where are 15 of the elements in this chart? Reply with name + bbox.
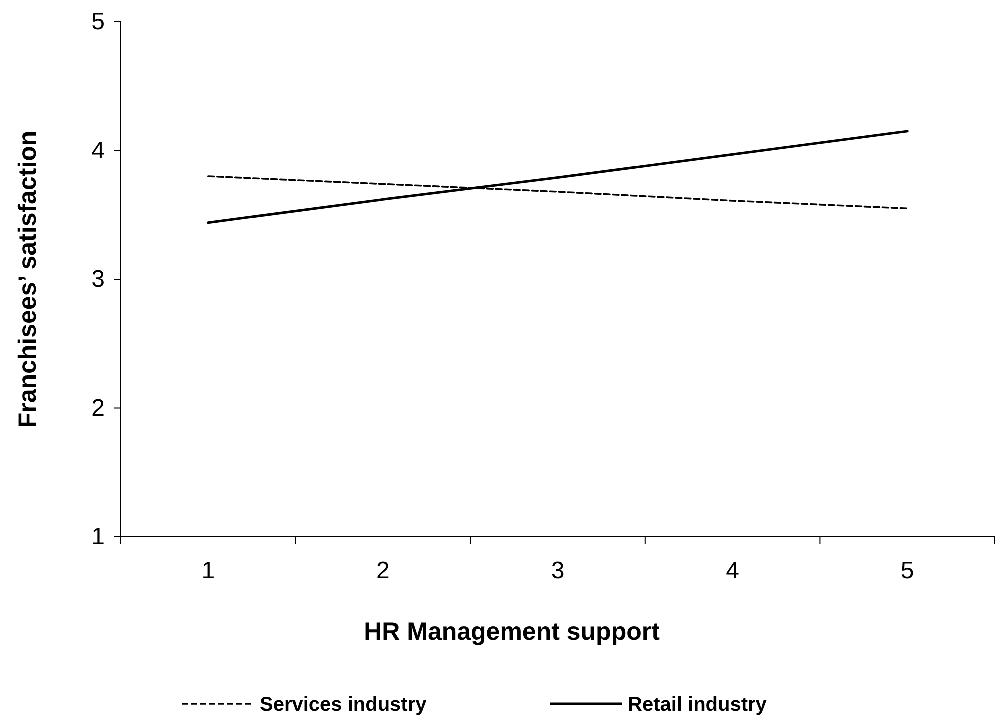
y-axis-title: Franchisees’ satisfaction <box>14 130 42 428</box>
x-tick-label: 4 <box>726 557 740 584</box>
line-series <box>207 130 909 224</box>
x-axis-title: HR Management support <box>364 618 661 646</box>
x-tick-label: 5 <box>900 557 914 584</box>
x-tick-label: 1 <box>202 557 216 584</box>
legend-label: Services industry <box>260 694 428 716</box>
y-tick-label: 4 <box>92 137 105 164</box>
legend-label: Retail industry <box>628 694 768 716</box>
x-tick-label: 3 <box>551 557 565 584</box>
y-tick-label: 5 <box>92 8 105 36</box>
y-tick-label: 1 <box>92 524 105 551</box>
x-tick-label: 2 <box>376 557 390 584</box>
y-tick-label: 3 <box>92 266 105 294</box>
y-tick-label: 2 <box>92 394 105 422</box>
